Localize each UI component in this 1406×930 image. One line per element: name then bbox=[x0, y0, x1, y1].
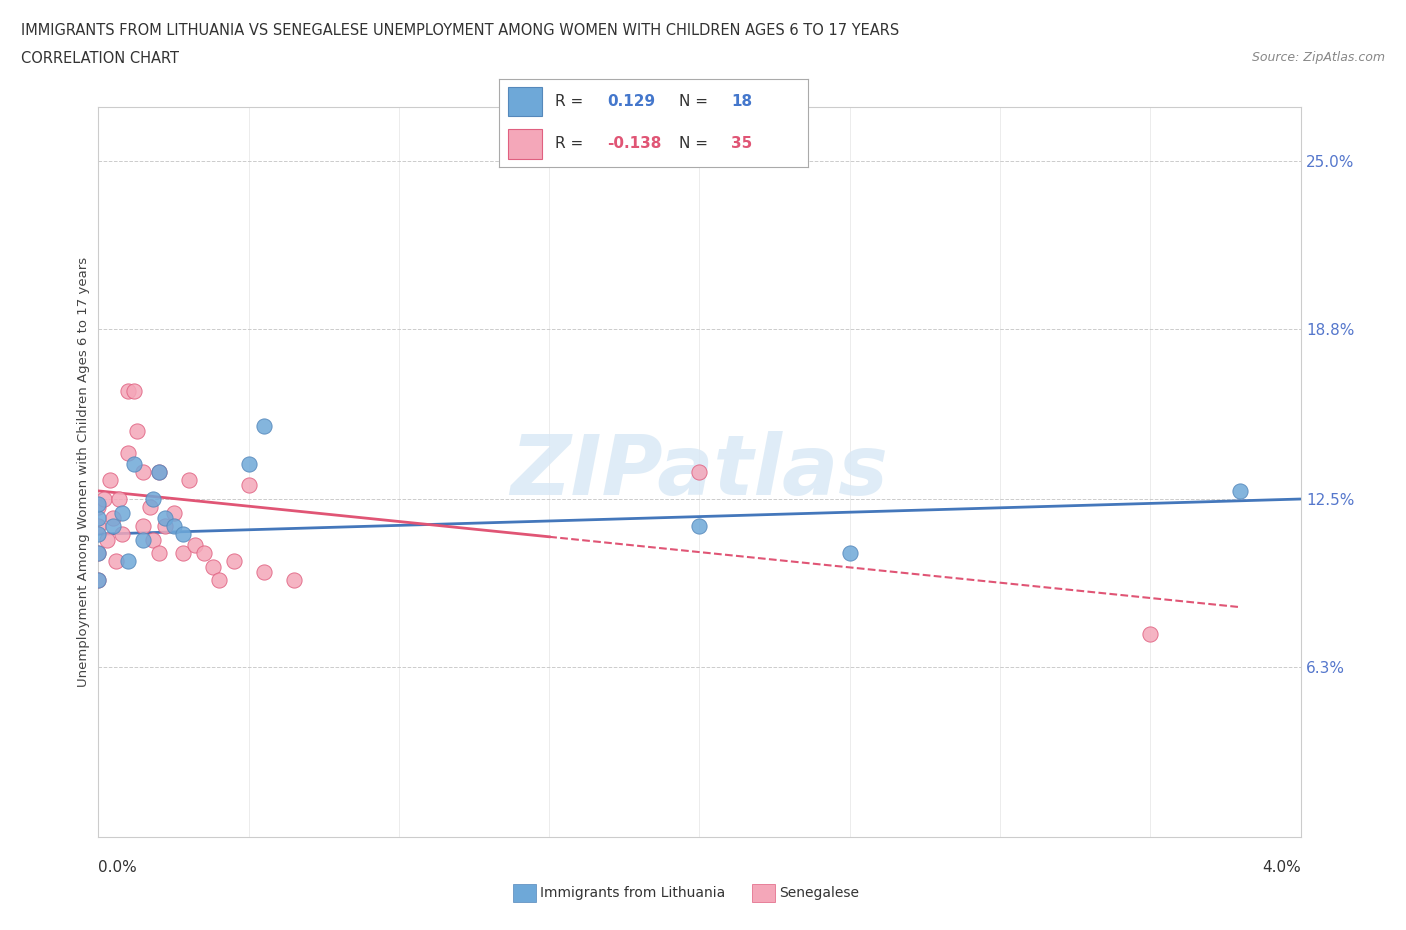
Point bbox=[1139, 627, 1161, 642]
Point bbox=[93, 492, 115, 507]
Text: Senegalese: Senegalese bbox=[779, 885, 859, 900]
Point bbox=[283, 573, 305, 588]
Point bbox=[117, 383, 139, 398]
Point bbox=[87, 519, 110, 534]
Point bbox=[222, 553, 245, 568]
Point bbox=[87, 573, 110, 588]
Point bbox=[108, 492, 131, 507]
Text: R =: R = bbox=[555, 94, 588, 109]
Point bbox=[153, 519, 176, 534]
Point bbox=[238, 457, 260, 472]
Point bbox=[111, 526, 134, 541]
Text: IMMIGRANTS FROM LITHUANIA VS SENEGALESE UNEMPLOYMENT AMONG WOMEN WITH CHILDREN A: IMMIGRANTS FROM LITHUANIA VS SENEGALESE … bbox=[21, 23, 900, 38]
Point bbox=[87, 546, 110, 561]
Point bbox=[1229, 484, 1251, 498]
Point bbox=[201, 559, 224, 574]
Text: ZIPatlas: ZIPatlas bbox=[510, 432, 889, 512]
Point bbox=[148, 546, 170, 561]
Point bbox=[87, 511, 110, 525]
FancyBboxPatch shape bbox=[509, 87, 543, 116]
Point bbox=[87, 499, 110, 514]
Text: N =: N = bbox=[679, 94, 713, 109]
Text: Immigrants from Lithuania: Immigrants from Lithuania bbox=[540, 885, 725, 900]
Point bbox=[148, 465, 170, 480]
Point bbox=[162, 505, 184, 520]
Point bbox=[87, 526, 110, 541]
Text: -0.138: -0.138 bbox=[607, 136, 662, 151]
Point bbox=[132, 465, 155, 480]
Text: 0.129: 0.129 bbox=[607, 94, 655, 109]
Point bbox=[111, 505, 134, 520]
Text: N =: N = bbox=[679, 136, 713, 151]
Text: 0.0%: 0.0% bbox=[98, 860, 138, 875]
Text: Source: ZipAtlas.com: Source: ZipAtlas.com bbox=[1251, 51, 1385, 64]
Point bbox=[148, 465, 170, 480]
Point bbox=[103, 511, 125, 525]
Text: 4.0%: 4.0% bbox=[1261, 860, 1301, 875]
Point bbox=[238, 478, 260, 493]
Text: CORRELATION CHART: CORRELATION CHART bbox=[21, 51, 179, 66]
Point bbox=[100, 472, 122, 487]
Point bbox=[132, 519, 155, 534]
Point bbox=[138, 499, 160, 514]
Point bbox=[87, 573, 110, 588]
Point bbox=[208, 573, 231, 588]
Point bbox=[172, 546, 194, 561]
Text: R =: R = bbox=[555, 136, 588, 151]
Point bbox=[117, 553, 139, 568]
Point bbox=[689, 519, 711, 534]
Point bbox=[87, 497, 110, 512]
Point bbox=[177, 472, 200, 487]
Point bbox=[183, 538, 205, 552]
Point bbox=[87, 546, 110, 561]
Text: 18: 18 bbox=[731, 94, 752, 109]
Point bbox=[172, 526, 194, 541]
Point bbox=[127, 424, 149, 439]
FancyBboxPatch shape bbox=[509, 129, 543, 159]
Point bbox=[132, 532, 155, 547]
Point bbox=[162, 519, 184, 534]
Point bbox=[253, 418, 276, 433]
Point bbox=[153, 511, 176, 525]
Point bbox=[103, 519, 125, 534]
Point bbox=[141, 532, 163, 547]
Point bbox=[124, 383, 146, 398]
Y-axis label: Unemployment Among Women with Children Ages 6 to 17 years: Unemployment Among Women with Children A… bbox=[77, 257, 90, 687]
Point bbox=[689, 465, 711, 480]
Point bbox=[96, 532, 118, 547]
Point bbox=[117, 445, 139, 460]
Point bbox=[253, 565, 276, 579]
Point bbox=[193, 546, 215, 561]
Point bbox=[141, 492, 163, 507]
Point bbox=[124, 457, 146, 472]
Point bbox=[105, 553, 128, 568]
Text: 35: 35 bbox=[731, 136, 752, 151]
Point bbox=[838, 546, 860, 561]
